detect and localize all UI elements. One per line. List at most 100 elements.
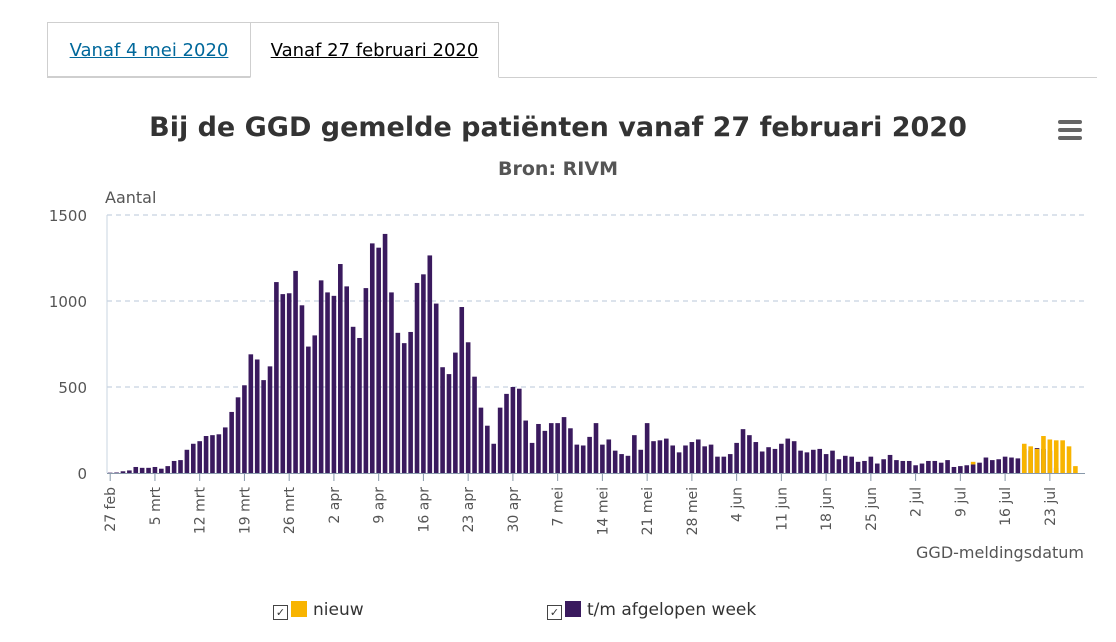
bar [133, 466, 139, 473]
bar [587, 436, 592, 473]
bar [414, 282, 420, 473]
bar [836, 459, 842, 473]
bar [1073, 466, 1078, 473]
legend-swatch-week [565, 601, 581, 617]
tab-vanaf-27-februari[interactable]: Vanaf 27 februari 2020 [250, 22, 499, 78]
bar [139, 467, 145, 473]
bar [868, 456, 874, 473]
bar [178, 460, 183, 473]
bar [344, 286, 350, 473]
bar [152, 466, 158, 473]
bar [958, 466, 963, 473]
legend-item-afgelopen-week[interactable]: ✓ t/m afgelopen week [547, 600, 756, 622]
bar [363, 288, 369, 473]
bar [459, 307, 465, 473]
bar [478, 407, 484, 473]
tab-bar: Vanaf 4 mei 2020 Vanaf 27 februari 2020 [47, 22, 1097, 78]
x-tick-label: 23 apr [461, 487, 477, 533]
legend-item-nieuw[interactable]: ✓ nieuw [273, 600, 364, 622]
x-tick-label: 9 jul [953, 487, 969, 517]
bar [734, 442, 739, 473]
y-tick-label: 0 [77, 465, 87, 483]
bar [798, 450, 803, 473]
x-tick-label: 30 apr [506, 487, 522, 533]
bar [242, 385, 247, 473]
bar [727, 454, 733, 473]
x-tick-label: 7 mei [551, 487, 567, 527]
bar [625, 455, 631, 473]
checkbox-checked-icon[interactable]: ✓ [273, 605, 288, 620]
bar [842, 455, 848, 473]
x-tick-label: 4 jun [730, 487, 746, 522]
bar [670, 445, 676, 473]
bar [529, 442, 535, 473]
bar [338, 264, 343, 473]
y-tick-label: 1500 [49, 207, 87, 225]
bar [389, 292, 394, 473]
bar [970, 464, 976, 473]
bar [926, 460, 931, 473]
bar [114, 472, 119, 473]
bar-chart: 0 500 1000 1500 Aantal GGD-meldingsdatum 27 fe… [49, 188, 1085, 562]
bar [261, 380, 266, 473]
bar [222, 427, 228, 473]
bar [395, 332, 401, 473]
bar [267, 366, 273, 473]
bar [593, 423, 599, 473]
bar [280, 294, 286, 473]
bar [369, 243, 375, 473]
bar [772, 448, 778, 473]
bar [919, 463, 925, 473]
bar [887, 454, 893, 473]
legend-label: nieuw [313, 600, 364, 620]
bar [600, 444, 605, 473]
tab-vanaf-4-mei[interactable]: Vanaf 4 mei 2020 [47, 22, 250, 77]
bar [779, 443, 784, 473]
bar [159, 468, 164, 473]
bar [210, 435, 215, 473]
hamburger-menu-icon[interactable] [1058, 120, 1082, 140]
bar [791, 441, 797, 473]
bar [453, 352, 458, 473]
x-tick-label: 25 jun [864, 487, 880, 531]
bar [542, 430, 548, 473]
bar [983, 457, 989, 473]
bar [568, 428, 573, 473]
y-tick-label: 500 [58, 379, 87, 397]
bar [465, 342, 471, 473]
bar [632, 435, 637, 473]
bar [644, 423, 650, 473]
x-tick-label: 11 jun [774, 487, 790, 531]
bar [964, 465, 970, 473]
bar [184, 449, 190, 473]
chart-subtitle: Bron: RIVM [498, 158, 618, 180]
bar [830, 450, 835, 473]
bar [823, 454, 829, 473]
bar [721, 456, 727, 473]
bar [1053, 440, 1059, 473]
bar [817, 448, 823, 473]
checkbox-checked-icon[interactable]: ✓ [547, 605, 562, 620]
bar [574, 444, 580, 473]
x-tick-label: 2 jul [909, 487, 925, 517]
x-tick-label: 9 apr [372, 487, 388, 524]
x-tick-label: 23 jul [1043, 487, 1059, 526]
x-tick-label: 16 apr [416, 487, 432, 533]
bar [146, 467, 151, 473]
bar [715, 456, 720, 473]
bar [516, 388, 522, 473]
x-tick-label: 16 jul [998, 487, 1014, 526]
x-tick-label: 18 jun [819, 487, 835, 531]
bar [376, 247, 381, 473]
bar [619, 454, 624, 473]
x-tick-label: 26 mrt [282, 486, 298, 534]
tab-bar-divider [47, 77, 1097, 78]
bar [510, 387, 516, 473]
bar [408, 331, 413, 473]
bar [433, 303, 439, 473]
bar [197, 441, 202, 473]
bar [740, 429, 746, 473]
bar [472, 376, 477, 473]
bar [683, 445, 688, 473]
bar [1034, 448, 1040, 473]
